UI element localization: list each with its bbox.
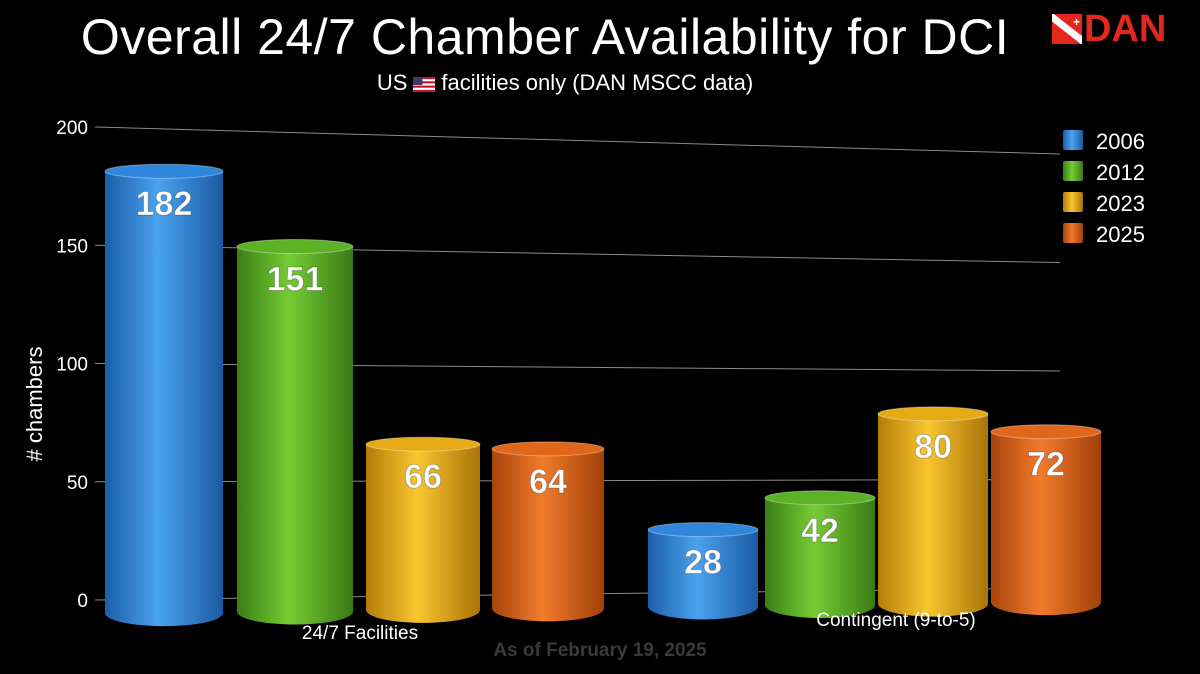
bar-2012-0: 151 <box>236 239 354 625</box>
bar-cap <box>236 239 354 255</box>
value-label: 80 <box>914 428 952 466</box>
legend-swatch-2012 <box>1063 161 1083 181</box>
bars: 182 28 151 42 66 80 64 72 <box>104 163 1102 627</box>
bar-cap <box>104 163 224 179</box>
bar-2025-0: 64 <box>491 441 605 622</box>
value-label: 72 <box>1027 446 1065 484</box>
chart-title: Overall 24/7 Chamber Availability for DC… <box>80 9 1010 65</box>
bar-cap <box>877 406 989 422</box>
legend-label-2025: 2025 <box>1096 222 1145 247</box>
legend-label-2023: 2023 <box>1096 191 1145 216</box>
logo-text: DAN <box>1084 8 1167 50</box>
bar-body <box>878 413 988 617</box>
bar-body <box>492 448 604 622</box>
category-labels: 24/7 Facilities Contingent (9-to-5) <box>302 610 976 644</box>
bar-cap <box>491 441 605 457</box>
bar-2006-0: 182 <box>104 163 224 627</box>
bar-body <box>991 431 1101 616</box>
bar-body <box>366 444 481 623</box>
value-label: 66 <box>404 458 442 496</box>
dan-logo: + DAN <box>1052 8 1167 50</box>
bar-body <box>105 171 223 627</box>
value-label: 151 <box>267 261 324 299</box>
legend-label-2006: 2006 <box>1096 129 1145 154</box>
subtitle-prefix: US <box>376 70 408 95</box>
dive-flag-icon: + <box>1052 14 1082 44</box>
y-tick-label: 150 <box>56 236 88 257</box>
bar-cap <box>365 436 481 452</box>
bar-body <box>237 246 353 625</box>
y-tick-label: 200 <box>56 118 88 139</box>
legend-swatch-2023 <box>1063 192 1083 212</box>
value-label: 64 <box>529 463 567 501</box>
legend: 2006 2012 2023 2025 <box>1063 129 1145 247</box>
chart-subtitle: US facilities only (DAN MSCC data) <box>0 70 1130 96</box>
y-axis-label: # chambers <box>22 347 47 462</box>
legend-swatch-2025 <box>1063 223 1083 243</box>
value-label: 28 <box>684 544 722 582</box>
as-of-date: As of February 19, 2025 <box>493 640 707 661</box>
value-label: 182 <box>136 185 193 223</box>
bar-body <box>765 497 875 618</box>
bar-body <box>648 529 758 620</box>
y-tick-label: 50 <box>67 473 88 494</box>
y-axis: 0 50 100 150 200 <box>56 118 88 612</box>
bar-2012-1: 42 <box>764 490 876 618</box>
category-label: 24/7 Facilities <box>302 623 418 644</box>
bar-2006-1: 28 <box>647 522 759 620</box>
bar-2025-1: 72 <box>990 424 1102 616</box>
legend-label-2012: 2012 <box>1096 160 1145 185</box>
value-label: 42 <box>801 512 839 550</box>
y-tick-label: 0 <box>77 591 88 612</box>
bar-cap <box>764 490 876 506</box>
bar-2023-0: 66 <box>365 436 481 623</box>
subtitle-text: facilities only (DAN MSCC data) <box>441 70 754 95</box>
bar-cap <box>990 424 1102 440</box>
bar-cap <box>647 522 759 538</box>
y-tick-label: 100 <box>56 355 88 376</box>
gridline <box>94 126 1061 155</box>
category-label: Contingent (9-to-5) <box>816 610 975 631</box>
bar-2023-1: 80 <box>877 406 989 617</box>
legend-swatch-2006 <box>1063 130 1083 150</box>
us-flag-icon <box>413 76 436 92</box>
